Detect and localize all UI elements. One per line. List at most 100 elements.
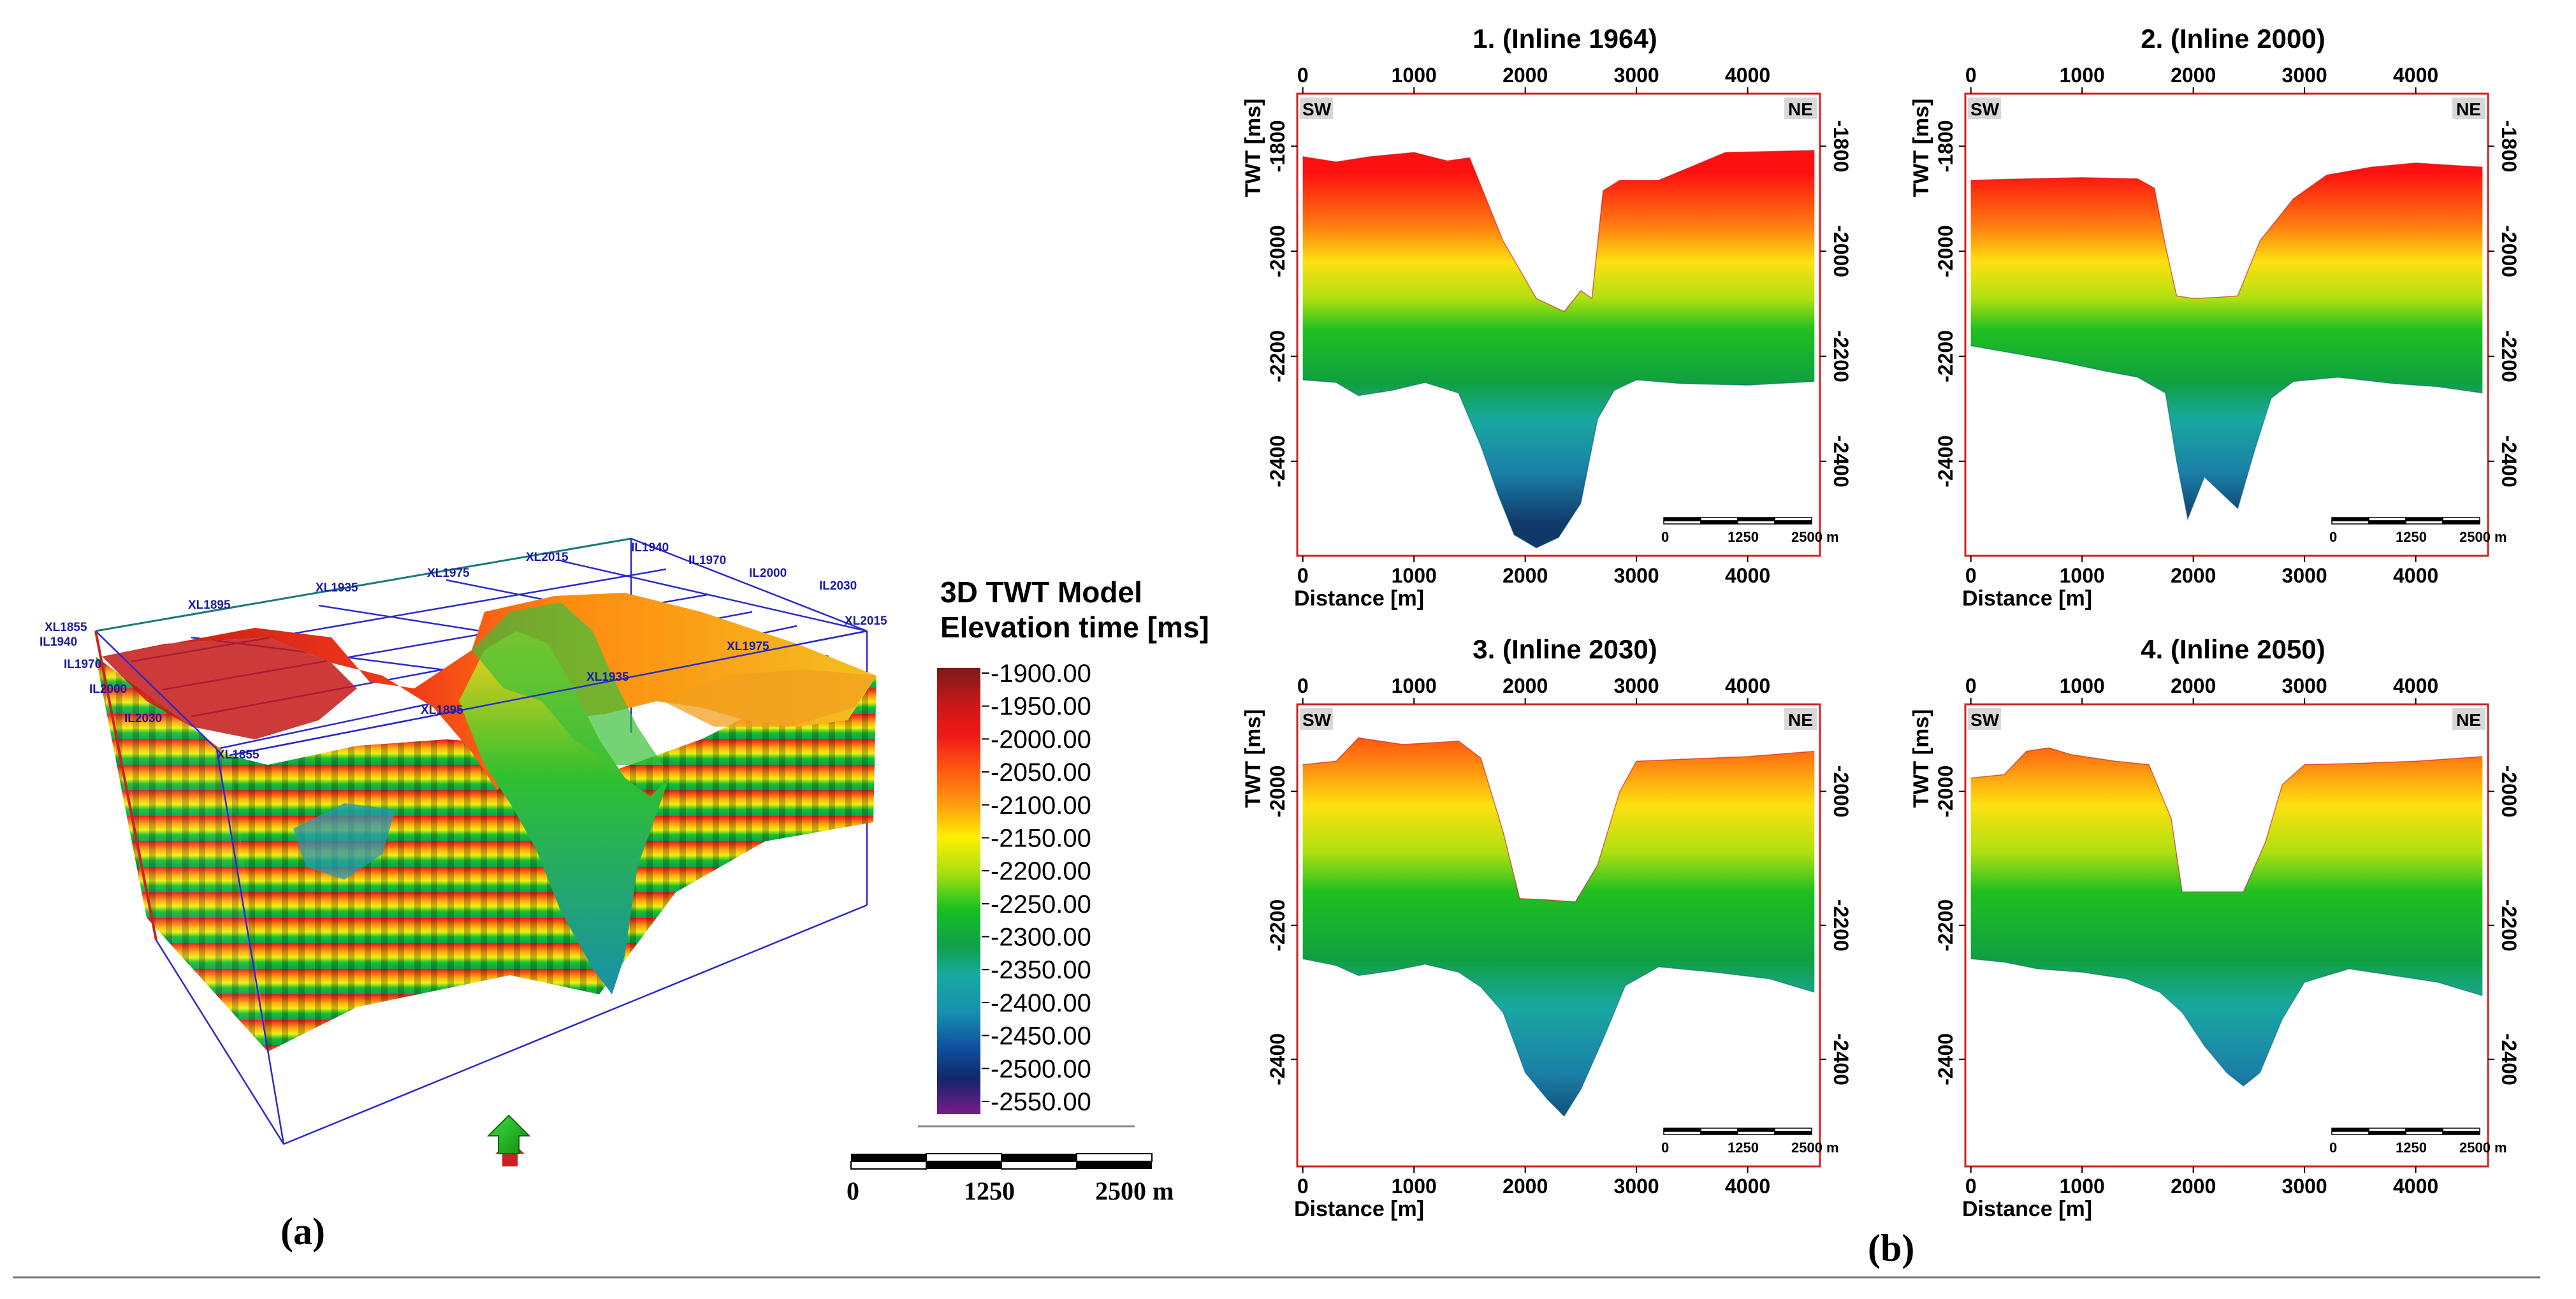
sw-tag: SW — [1970, 99, 2000, 119]
x-tick-label-bottom: 0 — [1297, 564, 1309, 587]
section-body — [1302, 150, 1815, 548]
x-tick-label-bottom: 2000 — [1503, 564, 1548, 587]
ne-tag: NE — [2456, 710, 2481, 730]
grid-label: XL1975 — [427, 567, 470, 580]
x-tick-label-bottom: 2000 — [1503, 1175, 1548, 1198]
y-axis-label: TWT [ms] — [1241, 709, 1265, 808]
top-horizon-line — [1302, 737, 1815, 903]
y-tick-label-left: -2200 — [1934, 330, 1957, 382]
model-side-wall — [96, 657, 877, 1052]
y-tick-label-left: -2000 — [1266, 766, 1289, 818]
section-title: 3. (Inline 2030) — [1473, 634, 1657, 664]
scalebar-segment — [2442, 1131, 2480, 1135]
scalebar-label: 2500 m — [1095, 1177, 1174, 1205]
y-tick-label-left: -2400 — [1266, 435, 1289, 488]
sw-tag: SW — [1970, 710, 2000, 730]
y-tick-label-right: -2200 — [1830, 899, 1852, 952]
section-body — [1302, 737, 1815, 1117]
legend-stop-label: -2150.00 — [991, 824, 1091, 852]
scalebar-segment — [1774, 520, 1812, 525]
x-tick-label-top: 1000 — [2060, 674, 2105, 697]
x-axis-label: Distance [m] — [1294, 1197, 1424, 1221]
y-tick-label-right: -2400 — [1830, 1033, 1852, 1085]
y-tick-label-left: -2200 — [1266, 899, 1289, 952]
section-scalebar-label: 0 — [2329, 529, 2337, 545]
north-arrow-icon — [486, 1114, 531, 1166]
grid-label: XL1855 — [45, 621, 87, 634]
sw-tag-box — [1300, 708, 1333, 730]
x-tick-label-bottom: 4000 — [1725, 1175, 1770, 1198]
y-tick-label-right: -1800 — [2498, 120, 2521, 172]
section-panel-2: 2. (Inline 2000) 0 0 1000 1000 2000 2000 3000 30… — [1909, 24, 2521, 611]
sw-tag-box — [1300, 98, 1333, 119]
ne-tag-box — [1784, 98, 1817, 119]
scalebar-segment — [1663, 520, 1701, 525]
legend-colorbar — [937, 668, 980, 1114]
scalebar-segment — [2368, 1131, 2406, 1135]
section-panel-1: 1. (Inline 1964) 0 0 1000 1000 2000 2000 3000 30… — [1241, 24, 1852, 611]
section-scalebar-label: 2500 m — [1791, 1140, 1839, 1156]
x-tick-label-top: 3000 — [2282, 674, 2327, 697]
x-tick-label-top: 2000 — [2171, 64, 2216, 87]
legend-stop-label: -2050.00 — [991, 758, 1091, 787]
legend-ticks: -1900.00 -1950.00 -2000.00 -2050.00 -2100.00… — [982, 660, 1091, 1116]
section-panel-4: 4. (Inline 2050) 0 0 1000 1000 2000 2000 3000 30… — [1909, 634, 2521, 1221]
x-tick-label-top: 1000 — [2060, 64, 2105, 87]
ne-tag-box — [2452, 708, 2485, 730]
panel-label-a: (a) — [280, 1210, 325, 1252]
scalebar-segment — [1737, 1131, 1775, 1135]
model-red-edge — [94, 630, 157, 941]
section-scalebar-label: 2500 m — [2459, 529, 2507, 545]
model-bottom-edge — [155, 940, 285, 1145]
x-tick-label-top: 4000 — [1725, 674, 1770, 697]
sw-tag-box — [1968, 98, 2001, 119]
grid-label: IL2030 — [124, 712, 162, 725]
top-horizon-line — [1302, 150, 1815, 312]
base-horizon-line — [1302, 958, 1815, 1117]
x-tick-label-bottom: 1000 — [2060, 1175, 2105, 1198]
y-axis-label: TWT [ms] — [1241, 99, 1265, 198]
grid-label: XL1975 — [727, 640, 769, 653]
model-bowl — [293, 803, 395, 880]
x-tick-label-bottom: 0 — [1965, 564, 1977, 587]
y-axis-label: TWT [ms] — [1909, 99, 1933, 198]
model-left-wall — [96, 657, 268, 1052]
legend-stop-label: -2500.00 — [991, 1055, 1091, 1083]
legend-stop-label: -2400.00 — [991, 989, 1091, 1017]
legend-title-line2: Elevation time [ms] — [940, 611, 1209, 644]
x-tick-label-bottom: 2000 — [2171, 1175, 2216, 1198]
section-scalebar-label: 1250 — [1728, 1140, 1759, 1156]
legend-stop-label: -2300.00 — [991, 924, 1091, 952]
x-tick-label-bottom: 1000 — [1392, 564, 1437, 587]
grid-label: XL1935 — [316, 581, 358, 595]
x-tick-label-bottom: 4000 — [2393, 564, 2438, 587]
x-tick-label-top: 4000 — [2393, 64, 2438, 87]
x-tick-label-top: 0 — [1297, 674, 1309, 697]
x-tick-label-top: 4000 — [1725, 64, 1770, 87]
y-tick-label-right: -2400 — [2498, 1033, 2521, 1085]
x-tick-label-top: 1000 — [1392, 64, 1437, 87]
x-tick-label-top: 0 — [1297, 64, 1309, 87]
scalebar-segment — [2405, 1131, 2443, 1135]
x-tick-label-top: 3000 — [1614, 64, 1659, 87]
y-tick-label-left: -1800 — [1934, 120, 1957, 172]
x-tick-label-bottom: 0 — [1965, 1175, 1977, 1198]
section-scalebar-label: 0 — [1661, 1140, 1669, 1156]
grid-label: IL1940 — [631, 541, 669, 555]
y-tick-label-left: -2400 — [1934, 435, 1957, 488]
x-tick-label-bottom: 4000 — [2393, 1175, 2438, 1198]
y-tick-label-left: -2200 — [1934, 899, 1957, 952]
y-tick-label-right: -2400 — [2498, 435, 2521, 488]
x-tick-label-bottom: 4000 — [1725, 564, 1770, 587]
model-grid-labels: XL1855 IL1940 IL1970 IL2000 IL2030 XL189… — [40, 541, 887, 762]
grid-label: XL2015 — [845, 614, 887, 628]
y-tick-label-left: -2200 — [1266, 330, 1289, 382]
y-tick-label-left: -2000 — [1266, 225, 1289, 277]
x-tick-label-bottom: 3000 — [2282, 1175, 2327, 1198]
y-tick-label-right: -2000 — [1830, 766, 1852, 818]
model-3d-panel: XL1855 IL1940 IL1970 IL2000 IL2030 XL189… — [40, 537, 1174, 1205]
scalebar-label: 0 — [847, 1177, 859, 1205]
grid-label: IL2000 — [89, 683, 127, 696]
y-tick-label-right: -2200 — [1830, 330, 1852, 382]
